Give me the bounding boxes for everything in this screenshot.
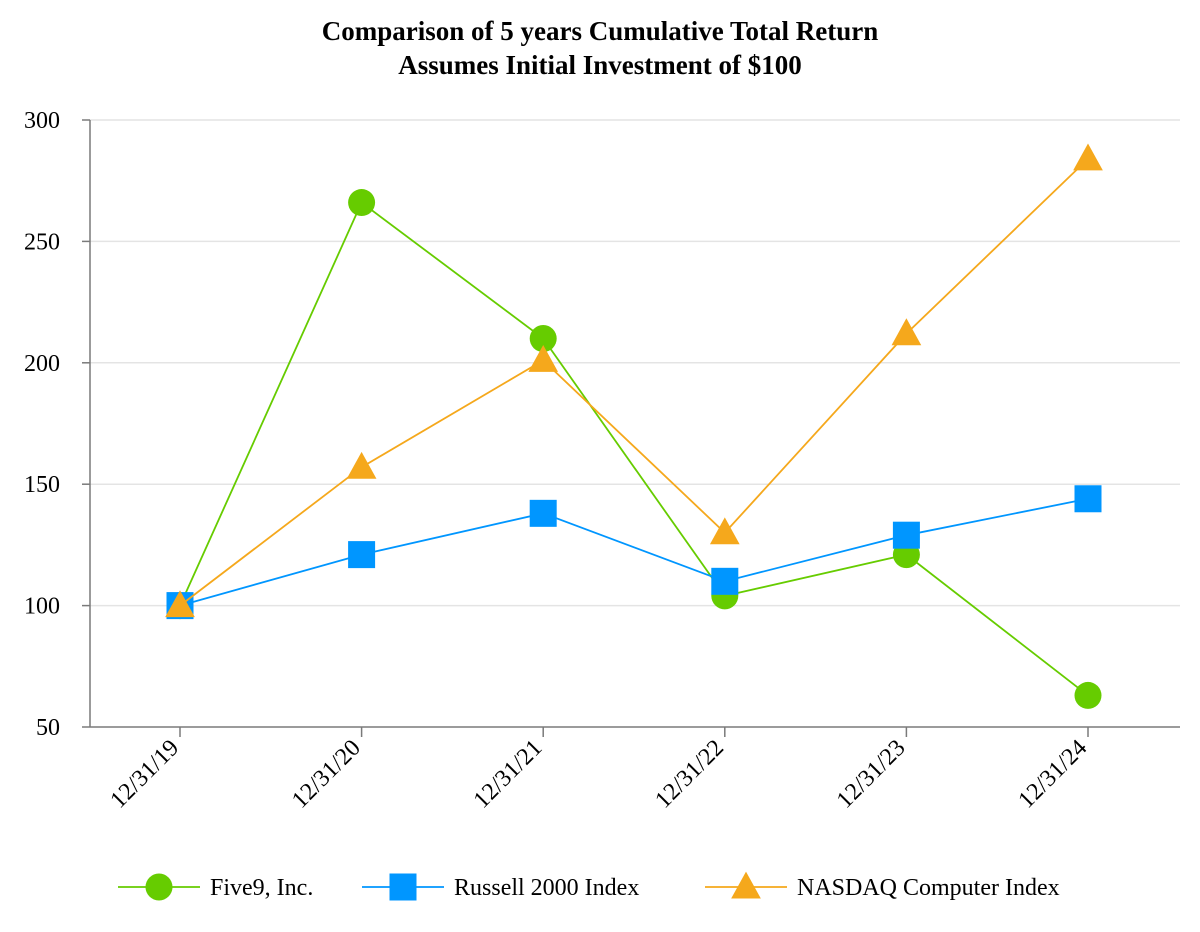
series-layer: Five9, Inc. 12/31/19: 100Five9, Inc. 12/… bbox=[165, 143, 1103, 709]
chart-subtitle: Assumes Initial Investment of $100 bbox=[398, 50, 802, 80]
data-point-circle: Five9, Inc. 12/31/20: 266 bbox=[348, 189, 376, 217]
data-point-triangle: NASDAQ Computer Index 12/31/23: 212 bbox=[891, 318, 922, 346]
x-tick-label: 12/31/24 bbox=[1014, 735, 1093, 814]
grid-lines bbox=[90, 119, 1180, 607]
legend-marker-triangle bbox=[731, 871, 761, 899]
data-point-triangle: NASDAQ Computer Index 12/31/22: 130 bbox=[709, 517, 740, 545]
series-line bbox=[179, 201, 1089, 697]
data-point-square: Russell 2000 Index 12/31/21: 138 bbox=[529, 499, 557, 527]
x-tick-label: 12/31/21 bbox=[469, 735, 548, 814]
series-line bbox=[179, 497, 1089, 607]
data-point-triangle: NASDAQ Computer Index 12/31/19: 100 bbox=[165, 590, 195, 618]
series-2: Russell 2000 Index 12/31/19: 100Russell … bbox=[166, 485, 1102, 620]
data-point-triangle: NASDAQ Computer Index 12/31/21: 201 bbox=[528, 344, 559, 372]
y-tick-label: 200 bbox=[24, 351, 60, 377]
legend-label: Russell 2000 Index bbox=[454, 875, 639, 901]
y-tick-label: 150 bbox=[24, 472, 60, 498]
data-point-square: Russell 2000 Index 12/31/23: 129 bbox=[892, 521, 920, 549]
legend-marker-circle bbox=[145, 873, 173, 901]
data-point-square: Russell 2000 Index 12/31/22: 110 bbox=[711, 567, 739, 595]
legend-item-1: Five9, Inc. bbox=[118, 873, 313, 901]
legend-marker-square bbox=[389, 873, 417, 901]
data-point-circle: Five9, Inc. 12/31/24: 63 bbox=[1074, 681, 1102, 709]
y-axis-ticks: 50 100 150 200 250 300 bbox=[24, 108, 90, 741]
legend-item-3: NASDAQ Computer Index bbox=[705, 871, 1060, 901]
x-axis-ticks: 12/31/19 12/31/20 12/31/21 12/31/22 12/31/23… bbox=[106, 727, 1093, 814]
data-point-triangle: NASDAQ Computer Index 12/31/20: 157 bbox=[346, 451, 377, 479]
data-point-triangle: NASDAQ Computer Index 12/31/24: 284 bbox=[1073, 143, 1103, 171]
legend-label: Five9, Inc. bbox=[210, 875, 313, 901]
chart-title: Comparison of 5 years Cumulative Total R… bbox=[321, 16, 879, 46]
legend: Five9, Inc. Russell 2000 Index NASDAQ Comp… bbox=[118, 871, 1060, 901]
data-point-circle: Five9, Inc. 12/31/21: 210 bbox=[529, 325, 557, 353]
axes bbox=[89, 120, 1180, 728]
x-tick-label: 12/31/23 bbox=[832, 735, 911, 814]
x-tick-label: 12/31/20 bbox=[287, 735, 366, 814]
series-1: Five9, Inc. 12/31/19: 100Five9, Inc. 12/… bbox=[166, 189, 1102, 709]
data-point-square: Russell 2000 Index 12/31/20: 121 bbox=[348, 541, 376, 569]
x-tick-label: 12/31/19 bbox=[106, 735, 185, 814]
x-tick-label: 12/31/22 bbox=[650, 735, 729, 814]
y-tick-label: 250 bbox=[24, 229, 60, 255]
data-point-square: Russell 2000 Index 12/31/24: 144 bbox=[1074, 485, 1102, 513]
y-tick-label: 100 bbox=[24, 594, 60, 620]
chart-title-block: Comparison of 5 years Cumulative Total R… bbox=[0, 14, 1200, 82]
legend-item-2: Russell 2000 Index bbox=[362, 873, 639, 901]
series-3: NASDAQ Computer Index 12/31/19: 100 NASDA… bbox=[165, 143, 1103, 618]
y-tick-label: 50 bbox=[36, 715, 60, 741]
series-line bbox=[179, 158, 1089, 607]
y-tick-label: 300 bbox=[24, 108, 60, 134]
legend-label: NASDAQ Computer Index bbox=[797, 875, 1060, 901]
